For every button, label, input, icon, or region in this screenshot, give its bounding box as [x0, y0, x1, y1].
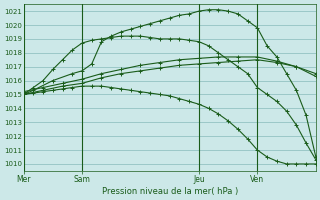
X-axis label: Pression niveau de la mer( hPa ): Pression niveau de la mer( hPa )	[101, 187, 238, 196]
